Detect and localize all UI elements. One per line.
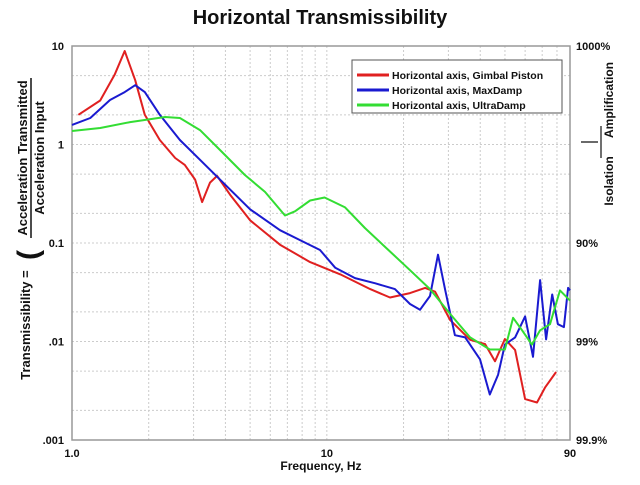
y-tick-label: .01 bbox=[49, 337, 64, 349]
right-tick-label: 99.9% bbox=[576, 435, 607, 447]
legend-entry: Horizontal axis, UltraDamp bbox=[392, 100, 526, 112]
y-axis-label-prefix: Transmissibility = bbox=[18, 270, 33, 380]
y-axis-label-numerator: Acceleration Transmitted bbox=[15, 80, 30, 235]
y-axis-label: Transmissibility = ( Acceleration Transm… bbox=[12, 78, 47, 380]
x-axis-label: Frequency, Hz bbox=[280, 459, 361, 473]
plot-frame bbox=[71, 45, 571, 441]
y-tick-label: .001 bbox=[43, 435, 64, 447]
x-tick-label: 10 bbox=[321, 448, 333, 460]
right-tick-label: 1000% bbox=[576, 41, 610, 53]
chart-title: Horizontal Transmissibility bbox=[193, 7, 448, 29]
x-tick-label: 90 bbox=[564, 448, 576, 460]
legend-entry: Horizontal axis, Gimbal Piston bbox=[392, 70, 543, 82]
series-line bbox=[71, 84, 571, 396]
isolation-label: Isolation bbox=[602, 156, 616, 205]
series-lines bbox=[71, 50, 571, 404]
legend-entry: Horizontal axis, MaxDamp bbox=[392, 85, 522, 97]
y-axis-label-denominator: Acceleration Input bbox=[32, 101, 47, 215]
right-tick-label: 90% bbox=[576, 238, 598, 250]
x-tick-label: 1.0 bbox=[64, 448, 79, 460]
tick-labels: 1.0 10 90 10 1 0.1 .01 .001 1000% 90% 99% 99.9% bbox=[43, 41, 611, 460]
amplification-label: Amplification bbox=[602, 62, 616, 138]
y-tick-label: 10 bbox=[52, 41, 64, 53]
series-line bbox=[77, 50, 557, 404]
series-line bbox=[71, 116, 571, 351]
y-axis-label-paren: ( bbox=[12, 250, 45, 260]
legend: Horizontal axis, Gimbal Piston Horizontal… bbox=[351, 59, 563, 114]
y-tick-label: 1 bbox=[58, 140, 64, 152]
right-tick-label: 99% bbox=[576, 337, 598, 349]
y-tick-label: 0.1 bbox=[49, 238, 64, 250]
